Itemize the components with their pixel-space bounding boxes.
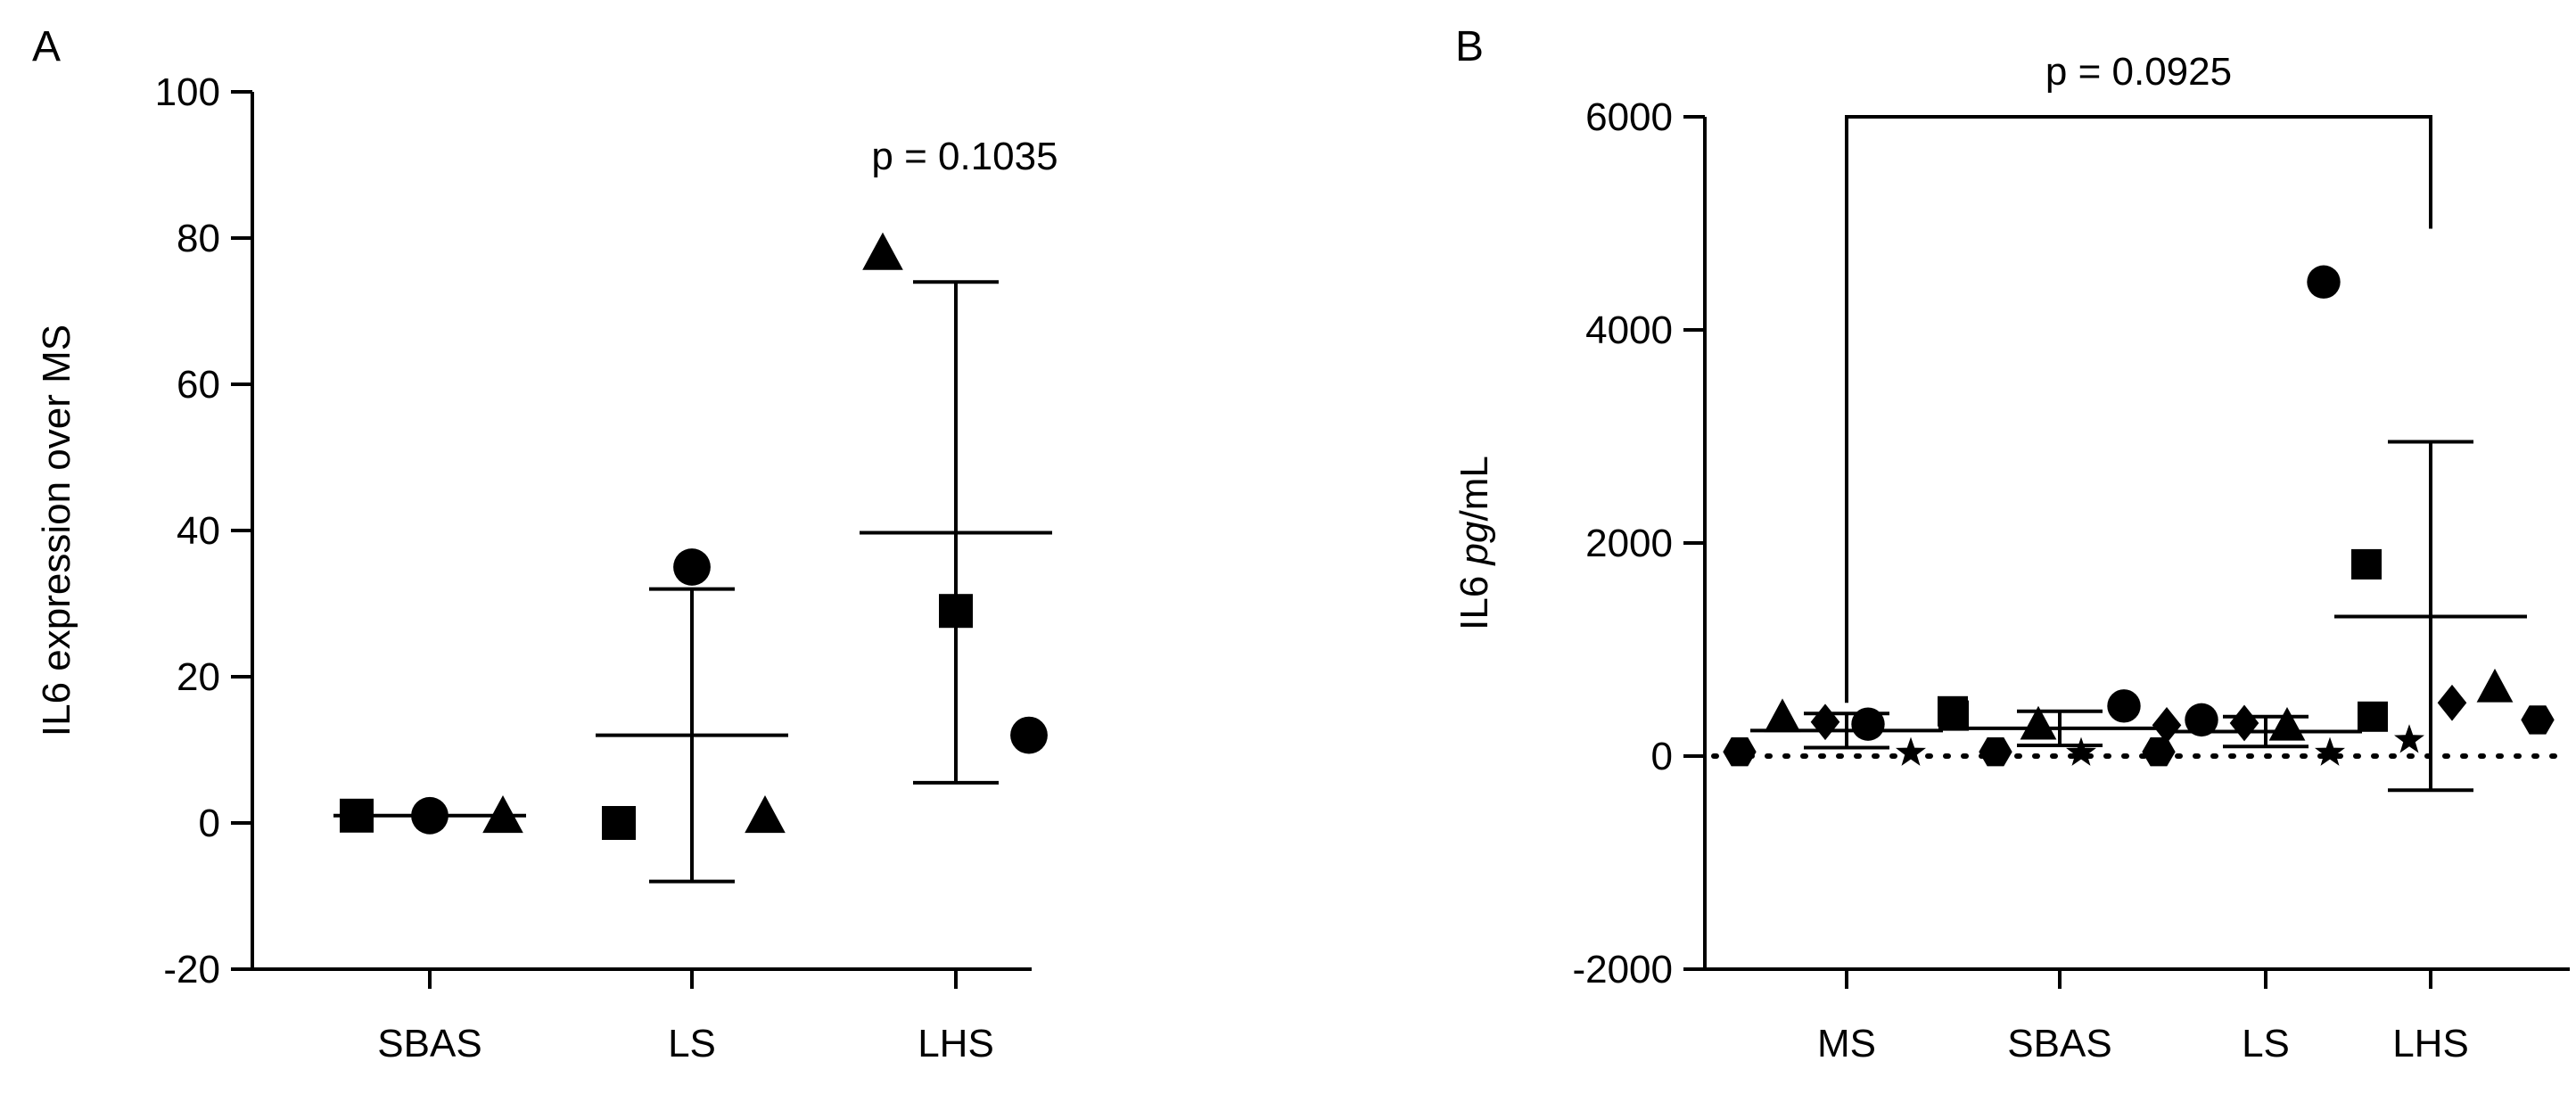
point-sbas-circle (2107, 689, 2141, 723)
panel-letter-a: A (32, 23, 61, 70)
y-tick-label: -20 (163, 948, 220, 991)
point-ms-hexagon (1723, 737, 1757, 767)
point-ls-diamond (2229, 704, 2259, 742)
point-sbas-diamond (2152, 706, 2182, 744)
y-axis-title: IL6 expression over MS (35, 325, 78, 736)
point-sbas-square (1938, 695, 1968, 727)
y-tick-label: -2000 (1572, 948, 1673, 991)
x-tick-label: SBAS (377, 1022, 481, 1065)
p-value-annotation: p = 0.0925 (2045, 50, 2232, 94)
y-axis-title: IL6 pg/mL (1453, 456, 1496, 630)
y-tick-label: 6000 (1585, 95, 1673, 139)
y-tick-label: 0 (199, 802, 220, 845)
point-lhs-triangle (2476, 668, 2514, 703)
y-tick-label: 80 (177, 217, 220, 260)
point-sbas-circle (411, 796, 449, 835)
y-tick-label: 4000 (1585, 308, 1673, 352)
y-axis-title-part: /mL (1453, 456, 1496, 521)
point-lhs-triangle (862, 232, 903, 270)
point-ls-circle (2185, 703, 2218, 737)
y-tick-label: 20 (177, 655, 220, 699)
point-ls-triangle (745, 795, 786, 834)
x-tick-label: SBAS (2007, 1022, 2111, 1065)
point-ls-square (2358, 701, 2388, 732)
significance-bracket (1845, 115, 2432, 703)
y-tick-label: 2000 (1585, 522, 1673, 565)
point-ls-circle (673, 548, 711, 586)
y-axis-title-part: pg (1453, 521, 1496, 566)
point-ms-circle (1851, 707, 1885, 741)
point-sbas-triangle (2020, 705, 2057, 740)
y-tick-label: 100 (155, 70, 220, 114)
point-ls-square (602, 806, 636, 840)
point-ms-diamond (1810, 703, 1840, 741)
point-sbas-star (2066, 736, 2096, 766)
x-tick-label: LS (2242, 1022, 2290, 1065)
p-value-annotation: p = 0.1035 (871, 135, 1058, 178)
point-ls-star (2315, 736, 2345, 766)
point-lhs-star (2394, 724, 2424, 753)
x-tick-label: LS (668, 1022, 716, 1065)
panel-letter-b: B (1455, 23, 1484, 70)
y-tick-label: 0 (1651, 735, 1673, 778)
y-tick-label: 60 (177, 363, 220, 407)
point-sbas-triangle (482, 795, 523, 834)
point-ls-hexagon (2142, 737, 2176, 767)
point-lhs-square (2351, 548, 2382, 580)
point-lhs-hexagon (2521, 705, 2555, 735)
point-lhs-circle (2307, 265, 2341, 299)
x-tick-label: LHS (918, 1022, 994, 1065)
y-tick-label: 40 (177, 509, 220, 553)
point-lhs-circle (1010, 716, 1048, 754)
point-ms-triangle (1764, 698, 1801, 733)
point-ls-triangle (2268, 706, 2306, 741)
point-lhs-diamond (2437, 684, 2467, 721)
x-tick-label: LHS (2392, 1022, 2469, 1065)
point-sbas-hexagon (1979, 737, 2012, 767)
y-axis-title-part: IL6 (1453, 564, 1496, 629)
x-tick-label: MS (1817, 1022, 1876, 1065)
panel-a-chart: -20 0 20 40 60 80 100 SBAS LS LHS IL6 expression o… (35, 70, 1058, 1065)
point-sbas-square (340, 798, 374, 833)
point-ms-star (1896, 736, 1926, 766)
panel-b-chart: -2000 0 2000 4000 6000 MS SBAS LS LHS IL6 pg/mL p … (1453, 50, 2572, 1065)
point-lhs-square (939, 594, 973, 629)
